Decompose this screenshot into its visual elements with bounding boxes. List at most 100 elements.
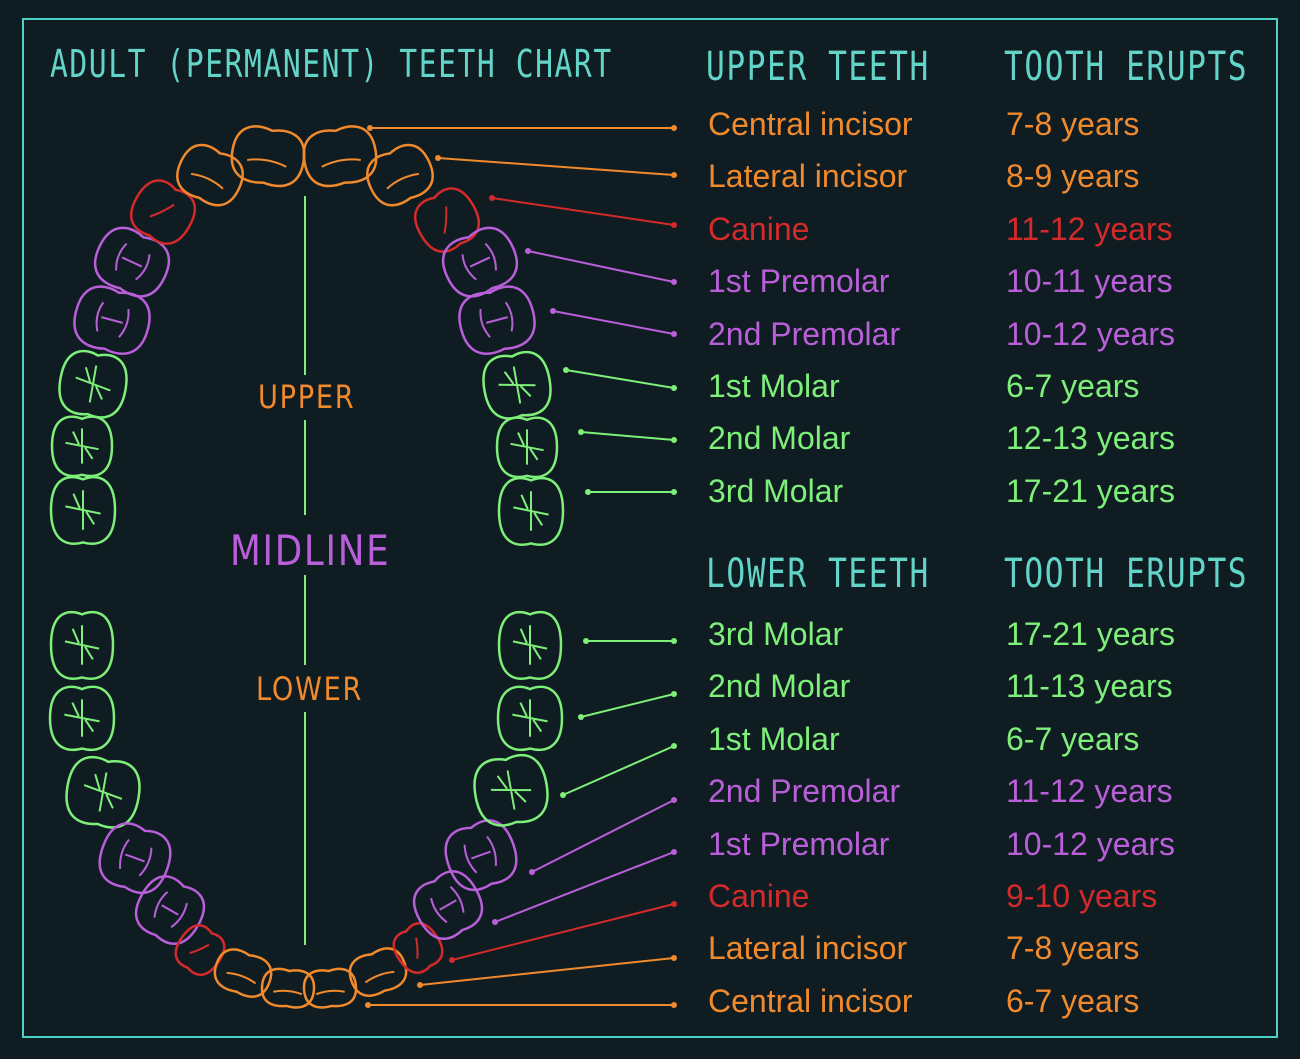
- upper-left-lateral-incisor: [176, 143, 244, 207]
- upper-leader-2-dot-end: [671, 172, 677, 178]
- upper-leader-1-dot-end: [671, 125, 677, 131]
- upper-label: UPPER: [258, 378, 356, 416]
- lower-label: LOWER: [256, 670, 364, 708]
- lower-leader-7-dot-start: [417, 982, 423, 988]
- lower-leader-7-dot-end: [671, 955, 677, 961]
- upper-leader-4-dot-start: [525, 248, 531, 254]
- lower-leader-6-dot-start: [449, 957, 455, 963]
- lower-leader-6: [451, 903, 675, 961]
- tooth-name: 1st Premolar: [708, 825, 890, 862]
- tooth-name: Central incisor: [708, 982, 913, 1019]
- erupt-age: 10-11 years: [1006, 263, 1173, 300]
- lower-leader-5: [494, 851, 675, 923]
- erupt-age: 7-8 years: [1006, 930, 1140, 967]
- lower-right-2nd-premolar: [444, 819, 518, 892]
- lower-left-lateral-incisor: [213, 948, 273, 998]
- upper-left-canine: [130, 179, 196, 245]
- upper-leader-3: [491, 197, 675, 226]
- upper-leader-6: [565, 369, 675, 389]
- upper-left-3rd-molar: [49, 475, 117, 545]
- lower-leader-1-dot-end: [671, 638, 677, 644]
- lower-right-canine: [392, 922, 444, 975]
- tooth-name: 2nd Molar: [708, 668, 851, 705]
- upper-leader-1-dot-start: [367, 125, 373, 131]
- upper-right-central-incisor: [302, 125, 378, 188]
- lower-leader-8-dot-start: [365, 1002, 371, 1008]
- tooth-name: 1st Molar: [708, 720, 840, 757]
- tooth-name: 1st Premolar: [708, 263, 890, 300]
- lower-leader-4-dot-start: [529, 869, 535, 875]
- erupt-age: 11-12 years: [1006, 210, 1173, 247]
- lower-leader-5-dot-end: [671, 849, 677, 855]
- lower-left-2nd-molar: [48, 685, 116, 752]
- upper-teeth-heading: UPPER TEETH: [706, 44, 930, 90]
- tooth-name: Canine: [708, 878, 810, 914]
- lower-left-1st-molar: [65, 755, 141, 829]
- lower-right-1st-premolar: [412, 870, 484, 941]
- upper-leader-7-dot-start: [578, 429, 584, 435]
- erupt-age: 7-8 years: [1006, 106, 1140, 142]
- erupt-age: 11-12 years: [1006, 773, 1173, 810]
- upper-erupts-heading: TOOTH ERUPTS: [1004, 44, 1249, 90]
- lower-right-lateral-incisor: [348, 947, 408, 997]
- upper-leader-2: [437, 157, 675, 176]
- upper-right-1st-premolar: [441, 226, 519, 298]
- upper-leader-8-dot-end: [671, 489, 677, 495]
- upper-leader-4-dot-end: [671, 279, 677, 285]
- upper-leader-7-dot-end: [671, 437, 677, 443]
- erupt-age: 10-12 years: [1006, 825, 1175, 862]
- lower-leader-2-dot-end: [671, 691, 677, 697]
- lower-teeth-heading: LOWER TEETH: [706, 551, 930, 597]
- tooth-name: Canine: [708, 210, 810, 247]
- tooth-name: Lateral incisor: [708, 930, 908, 967]
- lower-leader-7: [419, 957, 675, 986]
- lower-right-1st-molar: [473, 753, 549, 827]
- upper-left-2nd-molar: [50, 415, 114, 478]
- upper-leader-8-dot-start: [585, 489, 591, 495]
- upper-right-lateral-incisor: [366, 143, 434, 207]
- upper-left-1st-premolar: [93, 226, 171, 298]
- upper-right-3rd-molar: [497, 476, 565, 546]
- lower-leader-6-dot-end: [671, 901, 677, 907]
- lower-leader-2: [580, 693, 675, 718]
- upper-leader-6-dot-start: [563, 367, 569, 373]
- erupt-age: 11-13 years: [1006, 668, 1173, 705]
- lower-left-1st-premolar: [134, 875, 206, 946]
- erupt-age: 6-7 years: [1006, 368, 1140, 404]
- lower-left-canine: [174, 924, 226, 977]
- upper-leader-5: [552, 310, 675, 335]
- lower-leader-8-dot-end: [671, 1002, 677, 1008]
- lower-leader-3: [562, 745, 675, 796]
- lower-leader-4-dot-end: [671, 797, 677, 803]
- upper-leader-4: [527, 250, 675, 283]
- upper-leader-3-dot-start: [489, 195, 495, 201]
- upper-leader-2-dot-start: [435, 155, 441, 161]
- tooth-name: 3rd Molar: [708, 472, 844, 509]
- upper-leader-3-dot-end: [671, 222, 677, 228]
- upper-right-canine: [414, 187, 480, 253]
- erupt-age: 6-7 years: [1006, 720, 1140, 757]
- erupt-age: 8-9 years: [1006, 158, 1140, 195]
- tooth-name: Lateral incisor: [708, 158, 908, 195]
- lower-leader-5-dot-start: [492, 919, 498, 925]
- lower-leader-4: [531, 799, 675, 873]
- chart-frame: [22, 18, 1278, 1038]
- erupt-age: 12-13 years: [1006, 420, 1175, 457]
- upper-right-2nd-molar: [495, 416, 559, 479]
- erupt-age: 10-12 years: [1006, 315, 1175, 352]
- lower-left-central-incisor: [260, 967, 316, 1009]
- tooth-name: Central incisor: [708, 106, 913, 142]
- tooth-name: 2nd Premolar: [708, 315, 901, 352]
- upper-leader-6-dot-end: [671, 385, 677, 391]
- tooth-name: 1st Molar: [708, 368, 840, 404]
- upper-left-2nd-premolar: [73, 285, 151, 355]
- lower-leader-3-dot-end: [671, 743, 677, 749]
- erupt-age: 6-7 years: [1006, 982, 1140, 1019]
- erupt-age: 17-21 years: [1006, 472, 1175, 509]
- upper-leader-5-dot-end: [671, 331, 677, 337]
- lower-left-2nd-premolar: [98, 822, 172, 895]
- chart-title: ADULT (PERMANENT) TEETH CHART: [50, 42, 613, 86]
- lower-leader-3-dot-start: [560, 792, 566, 798]
- upper-right-2nd-premolar: [458, 285, 536, 355]
